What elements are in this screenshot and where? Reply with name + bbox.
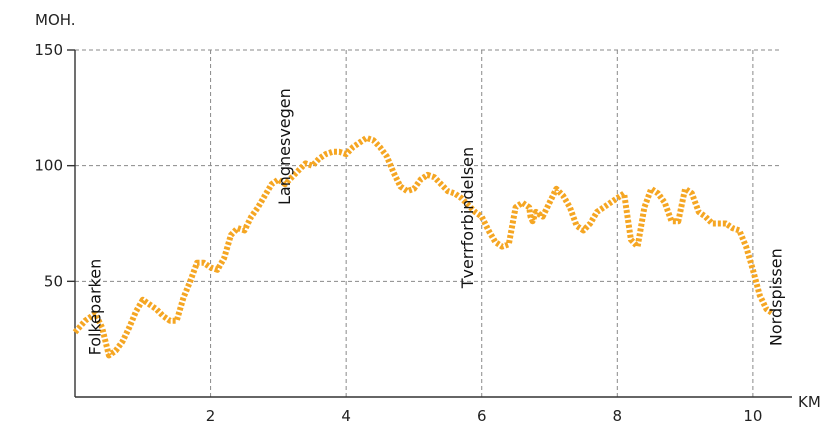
x-tick-label-2: 6 bbox=[477, 407, 487, 425]
y-tick-label-0: 50 bbox=[44, 272, 63, 290]
tick-labels: 50 100 150 2 4 6 8 10 bbox=[34, 41, 762, 425]
annotation-label-0: Folkeparken bbox=[85, 259, 104, 356]
x-axis-title: KM bbox=[798, 393, 821, 411]
annotations: Folkeparken Langnesvegen Tverrforbindelsen… bbox=[85, 88, 785, 355]
y-axis-title: MOH. bbox=[35, 11, 76, 29]
x-tick-label-0: 2 bbox=[206, 407, 216, 425]
series-group bbox=[72, 134, 775, 359]
axes bbox=[74, 50, 792, 398]
annotation-label-3: Nordspissen bbox=[767, 248, 786, 346]
y-tick-label-1: 100 bbox=[34, 157, 63, 175]
annotation-label-2: Tverrforbindelsen bbox=[458, 147, 477, 289]
y-tick-label-2: 150 bbox=[34, 41, 63, 59]
x-tick-label-3: 8 bbox=[613, 407, 623, 425]
elevation-line-0 bbox=[72, 134, 775, 359]
x-tick-label-1: 4 bbox=[341, 407, 351, 425]
x-tick-label-4: 10 bbox=[743, 407, 762, 425]
grid bbox=[75, 49, 780, 397]
annotation-label-1: Langnesvegen bbox=[275, 88, 294, 205]
